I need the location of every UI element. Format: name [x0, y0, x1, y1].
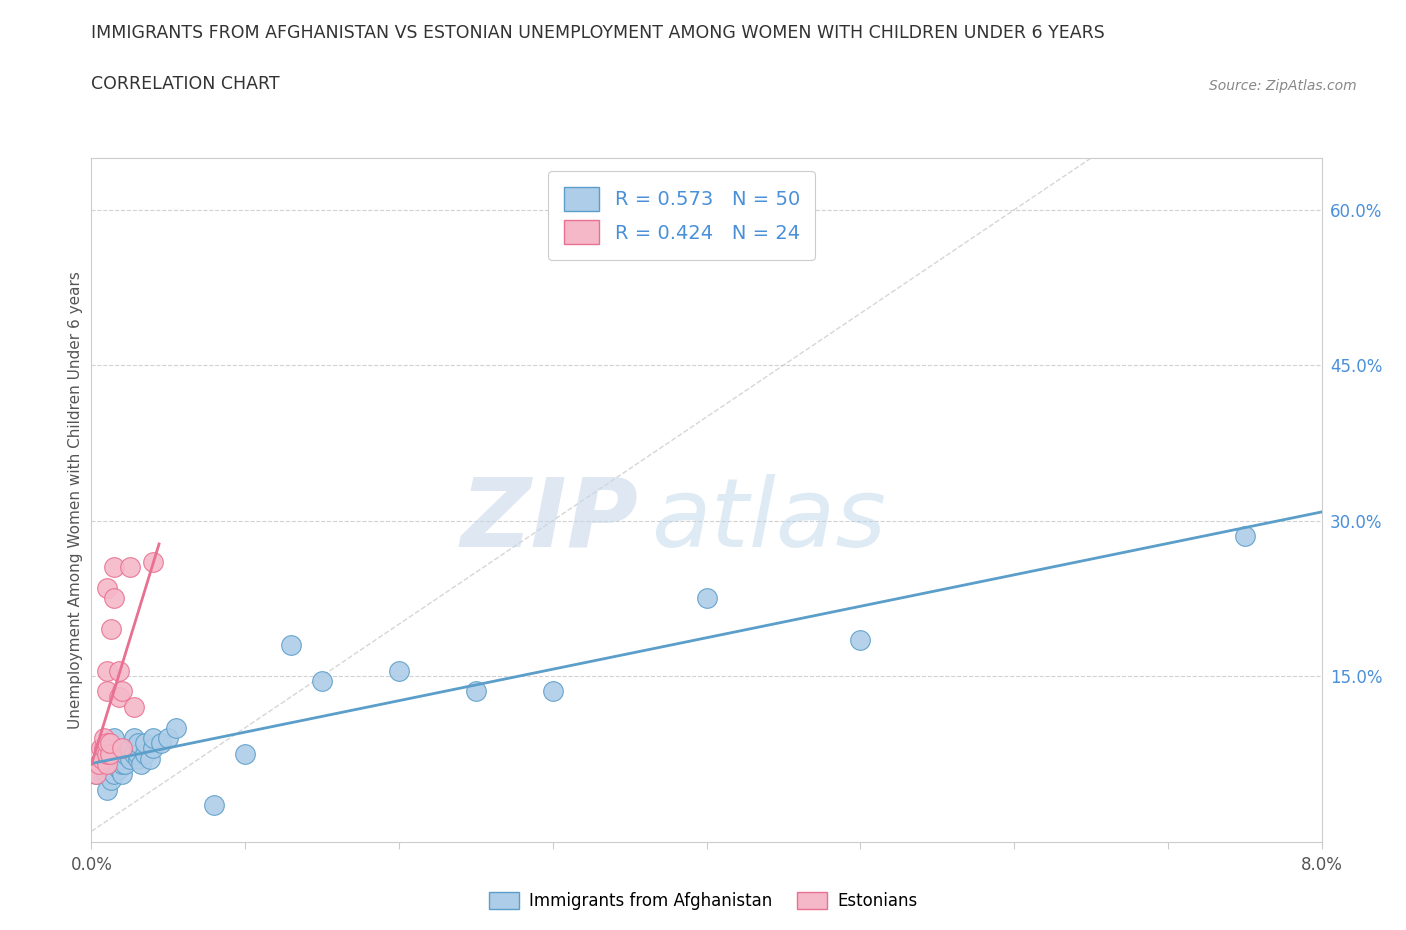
Point — [103, 746, 125, 761]
Point — [84, 767, 107, 782]
Point — [96, 767, 118, 782]
Point — [142, 731, 165, 746]
Point — [124, 699, 146, 714]
Point — [1233, 528, 1256, 543]
Point — [98, 762, 121, 777]
Point — [96, 746, 118, 761]
Point — [96, 751, 118, 766]
Point — [108, 762, 131, 777]
Point — [96, 741, 118, 756]
Point — [134, 736, 156, 751]
Point — [96, 746, 118, 761]
Point — [129, 756, 152, 771]
Point — [464, 684, 486, 699]
Point — [124, 746, 146, 761]
Legend: Immigrants from Afghanistan, Estonians: Immigrants from Afghanistan, Estonians — [482, 885, 924, 917]
Point — [695, 591, 717, 605]
Point — [103, 591, 125, 605]
Point — [849, 632, 872, 647]
Text: IMMIGRANTS FROM AFGHANISTAN VS ESTONIAN UNEMPLOYMENT AMONG WOMEN WITH CHILDREN U: IMMIGRANTS FROM AFGHANISTAN VS ESTONIAN … — [91, 24, 1105, 42]
Point — [98, 736, 121, 751]
Text: Source: ZipAtlas.com: Source: ZipAtlas.com — [1209, 79, 1357, 93]
Point — [165, 721, 187, 736]
Text: atlas: atlas — [651, 474, 886, 567]
Point — [127, 746, 149, 761]
Point — [114, 756, 136, 771]
Point — [118, 741, 141, 756]
Point — [93, 741, 115, 756]
Point — [108, 689, 131, 704]
Point — [111, 767, 134, 782]
Point — [541, 684, 564, 699]
Point — [111, 746, 134, 761]
Point — [103, 756, 125, 771]
Point — [96, 580, 118, 595]
Point — [280, 637, 302, 652]
Point — [311, 673, 333, 688]
Point — [108, 751, 131, 766]
Point — [157, 731, 180, 746]
Point — [202, 798, 225, 813]
Point — [87, 756, 110, 771]
Legend: R = 0.573   N = 50, R = 0.424   N = 24: R = 0.573 N = 50, R = 0.424 N = 24 — [548, 171, 815, 259]
Point — [98, 741, 121, 756]
Point — [96, 663, 118, 678]
Point — [91, 751, 114, 766]
Point — [142, 554, 165, 569]
Point — [103, 731, 125, 746]
Point — [90, 741, 112, 756]
Point — [118, 560, 141, 575]
Point — [108, 663, 131, 678]
Point — [98, 746, 121, 761]
Point — [96, 736, 118, 751]
Point — [93, 762, 115, 777]
Point — [124, 731, 146, 746]
Point — [111, 751, 134, 766]
Point — [96, 756, 118, 771]
Point — [100, 622, 122, 637]
Point — [142, 741, 165, 756]
Point — [127, 736, 149, 751]
Point — [149, 736, 172, 751]
Point — [100, 772, 122, 787]
Point — [388, 663, 411, 678]
Y-axis label: Unemployment Among Women with Children Under 6 years: Unemployment Among Women with Children U… — [67, 271, 83, 729]
Point — [111, 684, 134, 699]
Point — [87, 756, 110, 771]
Text: CORRELATION CHART: CORRELATION CHART — [91, 75, 280, 93]
Text: ZIP: ZIP — [461, 474, 638, 567]
Point — [96, 782, 118, 797]
Point — [127, 751, 149, 766]
Point — [114, 746, 136, 761]
Point — [91, 751, 114, 766]
Point — [103, 560, 125, 575]
Point — [134, 746, 156, 761]
Point — [118, 751, 141, 766]
Point — [84, 767, 107, 782]
Point — [233, 746, 256, 761]
Point — [111, 741, 134, 756]
Point — [111, 756, 134, 771]
Point — [93, 731, 115, 746]
Point — [103, 767, 125, 782]
Point — [139, 751, 162, 766]
Point — [96, 684, 118, 699]
